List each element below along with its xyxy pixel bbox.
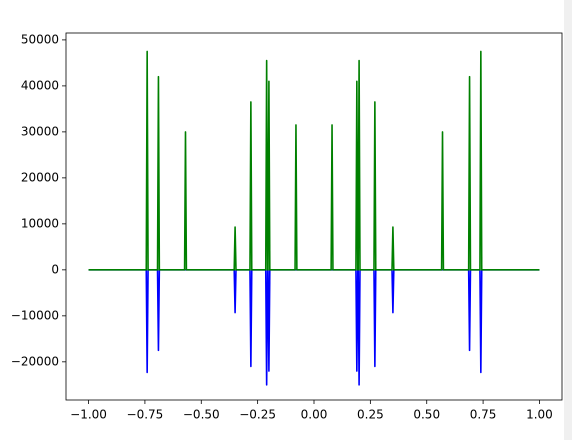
y-tick-label: 50000 bbox=[21, 32, 59, 46]
x-tick-label: −1.00 bbox=[70, 408, 107, 422]
x-tick-label: 0.50 bbox=[413, 408, 440, 422]
x-tick-label: 0.25 bbox=[357, 408, 384, 422]
x-tick-label: 0.00 bbox=[301, 408, 328, 422]
x-tick-label: −0.75 bbox=[127, 408, 164, 422]
x-tick-label: −0.50 bbox=[183, 408, 220, 422]
y-tick-label: 0 bbox=[51, 262, 59, 276]
y-tick-label: 30000 bbox=[21, 124, 59, 138]
x-tick-label: 1.00 bbox=[526, 408, 553, 422]
y-tick-label: 40000 bbox=[21, 78, 59, 92]
y-tick-label: −20000 bbox=[11, 354, 59, 368]
data-line bbox=[88, 50, 540, 271]
y-tick-label: 10000 bbox=[21, 216, 59, 230]
x-tick-label: −0.25 bbox=[239, 408, 276, 422]
window-edge bbox=[564, 0, 572, 440]
x-tick-label: 0.75 bbox=[470, 408, 497, 422]
y-tick-label: −10000 bbox=[11, 308, 59, 322]
y-tick-label: 20000 bbox=[21, 170, 59, 184]
plot-frame bbox=[65, 32, 563, 401]
